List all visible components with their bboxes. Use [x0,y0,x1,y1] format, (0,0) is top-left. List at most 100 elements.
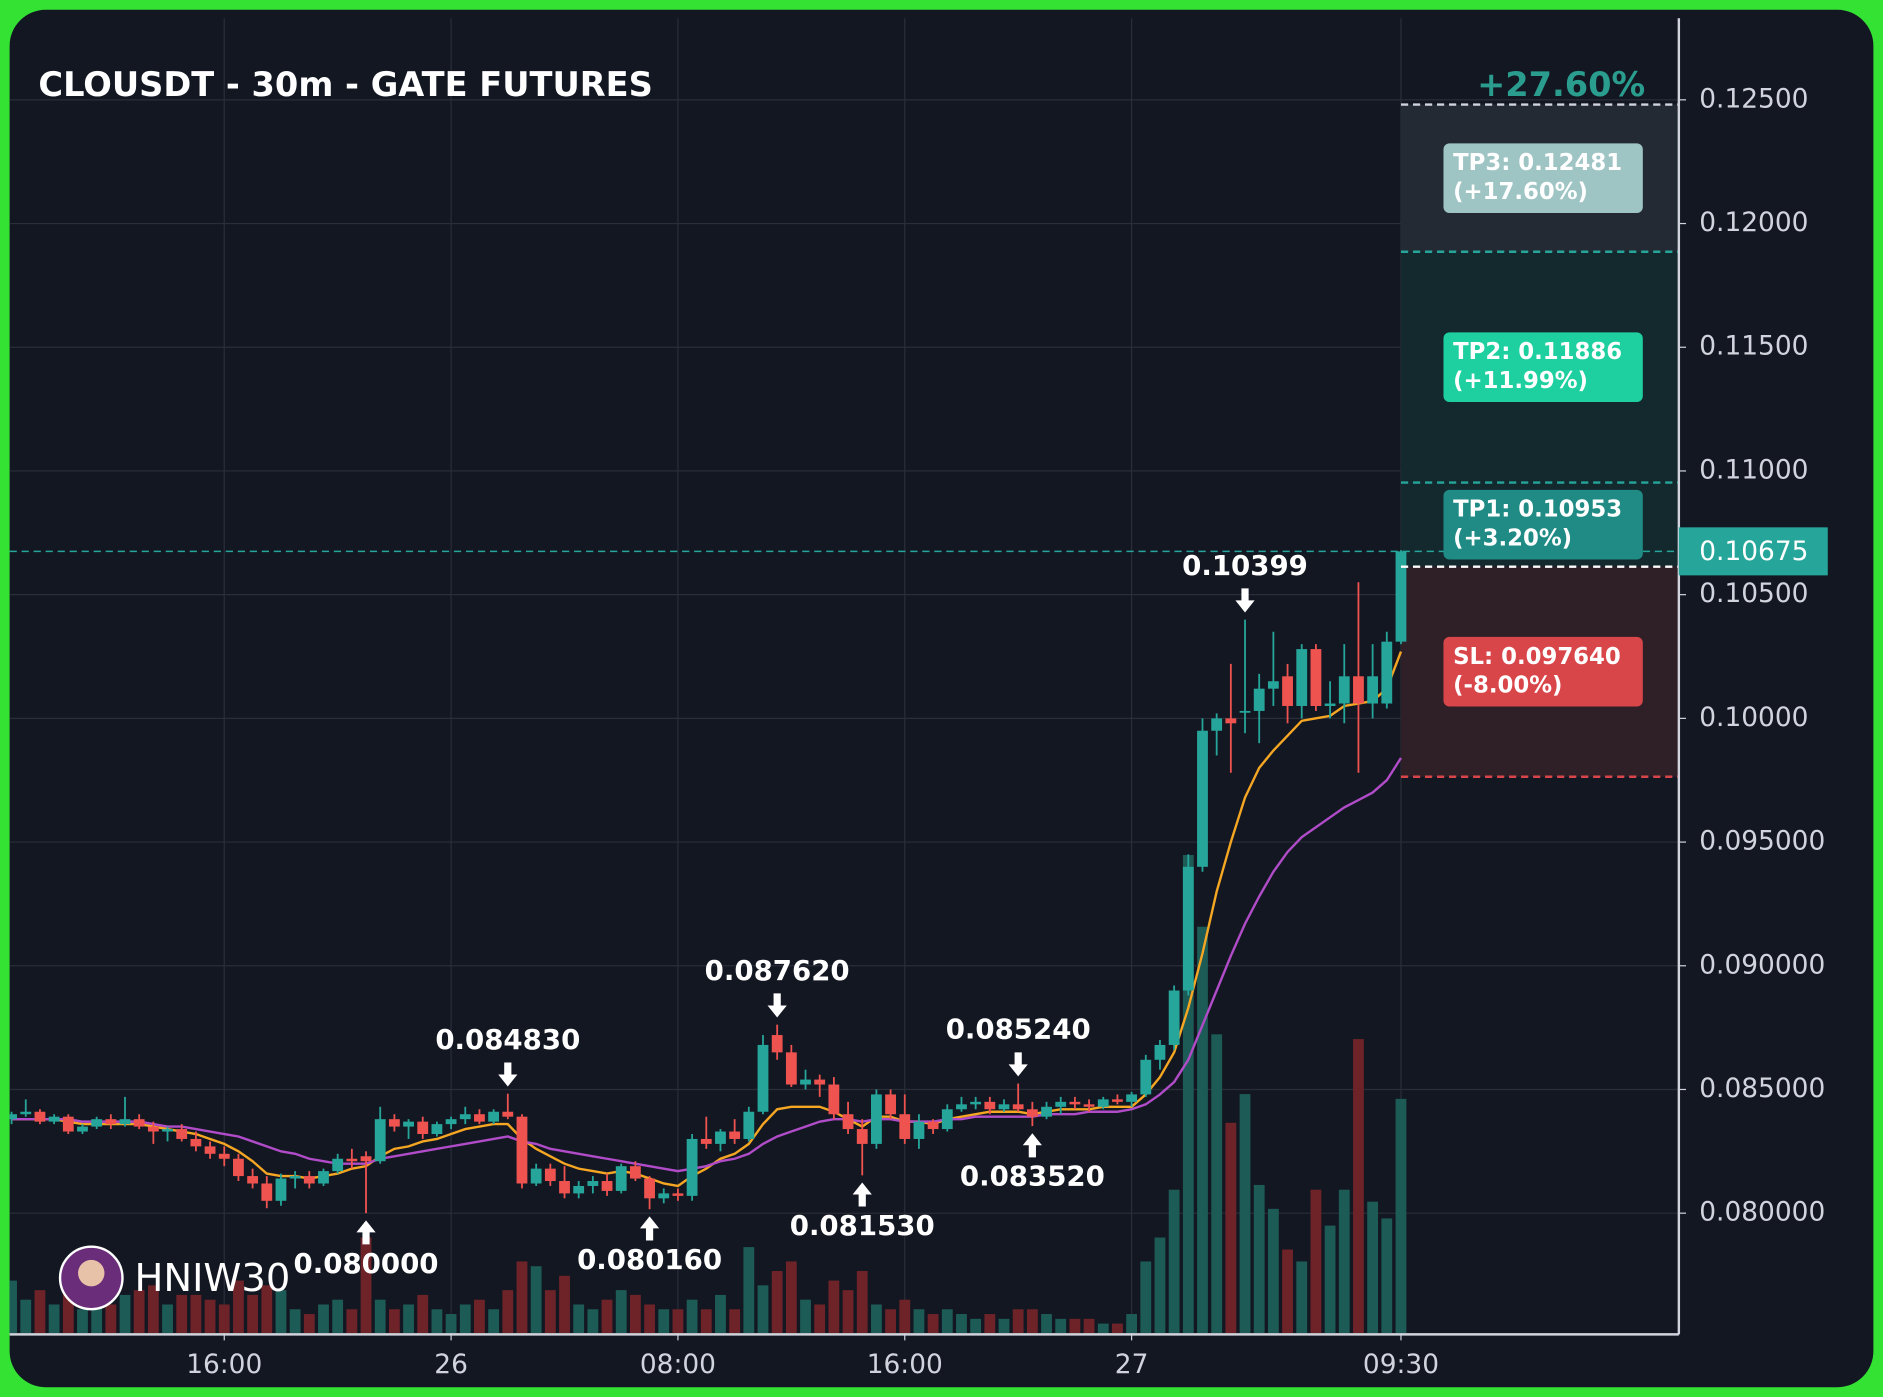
candle-body [771,1035,783,1053]
candle-body [1055,1101,1067,1107]
candle-body [1168,990,1180,1045]
level-label: TP2: 0.11886 [1453,339,1622,365]
volume-bar [899,1299,911,1334]
arrow [852,1182,872,1207]
candle-body [956,1104,967,1110]
level-change: (+11.99%) [1453,368,1588,394]
volume-bar [672,1309,684,1334]
volume-bar [956,1314,967,1334]
candle-body [133,1119,145,1127]
candle-body [204,1146,216,1154]
price-tag [1678,527,1828,576]
volume-bar [1112,1323,1123,1334]
volume-bar [771,1271,783,1334]
candle-body [800,1079,811,1085]
candle-body [91,1119,103,1127]
volume-bar [474,1299,485,1334]
level-label: TP3: 0.12481 [1453,150,1622,176]
volume-bar [261,1285,273,1334]
candle-body [828,1084,840,1115]
candle-body [1310,649,1322,706]
volume-bar [1069,1318,1081,1334]
candle-body [488,1111,500,1122]
candle-body [20,1111,32,1115]
volume-bar [785,1261,797,1334]
candle-body [1026,1109,1038,1117]
volume-bar [233,1280,244,1334]
candle-body [289,1176,301,1179]
candle-body [1069,1101,1081,1105]
candle-body [176,1129,188,1139]
x-tick-label: 09:30 [1363,1349,1439,1380]
candle-body [261,1183,273,1201]
candle-body [34,1111,46,1122]
volume-bar [814,1304,826,1334]
volume-bar [1012,1309,1024,1334]
candle-body [1324,703,1336,706]
volume-bar [686,1299,698,1334]
candle-body [1253,688,1265,711]
y-tick-label: 0.12000 [1699,207,1808,238]
volume-bar [360,1237,372,1334]
volume-bar [1367,1201,1379,1334]
candle-body [431,1124,443,1135]
candle-body [615,1166,627,1191]
volume-bar [34,1290,46,1334]
level-box [1443,143,1643,213]
candle-body [984,1101,996,1110]
candle-body [247,1176,259,1184]
candle-body [318,1171,329,1184]
volume-bar [190,1294,202,1334]
volume-bar [1267,1208,1279,1334]
candle-body [629,1166,641,1179]
candle-body [899,1114,911,1139]
volume-bar [941,1309,953,1334]
volume-bar [1168,1189,1180,1334]
candle-body [474,1114,485,1122]
candle-body [998,1104,1010,1110]
x-tick-label: 16:00 [867,1349,943,1380]
volume-bar [998,1318,1010,1334]
volume-bar [658,1309,670,1334]
volume-bar [346,1309,358,1334]
candle-body [743,1111,755,1139]
volume-bar [162,1304,173,1334]
volume-bar [459,1304,471,1334]
x-tick-label: 08:00 [640,1349,716,1380]
candle-body [9,1114,17,1120]
volume-bar [927,1314,939,1334]
candle-body [1225,718,1237,724]
volume-bar [800,1299,811,1334]
volume-bar [601,1299,613,1334]
y-tick-label: 0.095000 [1699,826,1825,857]
y-tick-label: 0.085000 [1699,1073,1825,1104]
volume-bar [1055,1318,1067,1334]
candle-body [417,1121,429,1135]
candle-body [814,1079,826,1085]
volume-bar [1395,1098,1407,1334]
volume-bar [1296,1261,1308,1334]
volume-bar [885,1309,896,1334]
candle-body [360,1156,372,1162]
price-annotation: 0.10399 [1182,549,1308,582]
levels: TP1: 0.10953 (+3.20%) TP2: 0.11886 (+11.99%… [9,103,1679,778]
slow-ma-line [11,757,1402,1173]
volume-bar [1239,1094,1251,1334]
candle-body [459,1114,471,1120]
candle-body [757,1044,769,1112]
candle-body [941,1109,953,1130]
y-tick-label: 0.080000 [1699,1197,1825,1228]
watermark: HNIW30 [135,1256,291,1301]
volume-bar [431,1309,443,1334]
x-tick-label: 27 [1115,1349,1149,1380]
volume-bar [388,1309,400,1334]
candle-body [1197,730,1208,867]
volume-bar [715,1294,726,1334]
arrow [356,1220,376,1245]
volume-bar [1253,1184,1265,1334]
labels: CLOUSDT - 30m - GATE FUTURES HNIW30 +27.… [38,65,1645,1311]
volume-bar [417,1294,429,1334]
volume-bar [984,1314,996,1334]
arrow [498,1062,518,1087]
volume-bar [1225,1122,1237,1334]
